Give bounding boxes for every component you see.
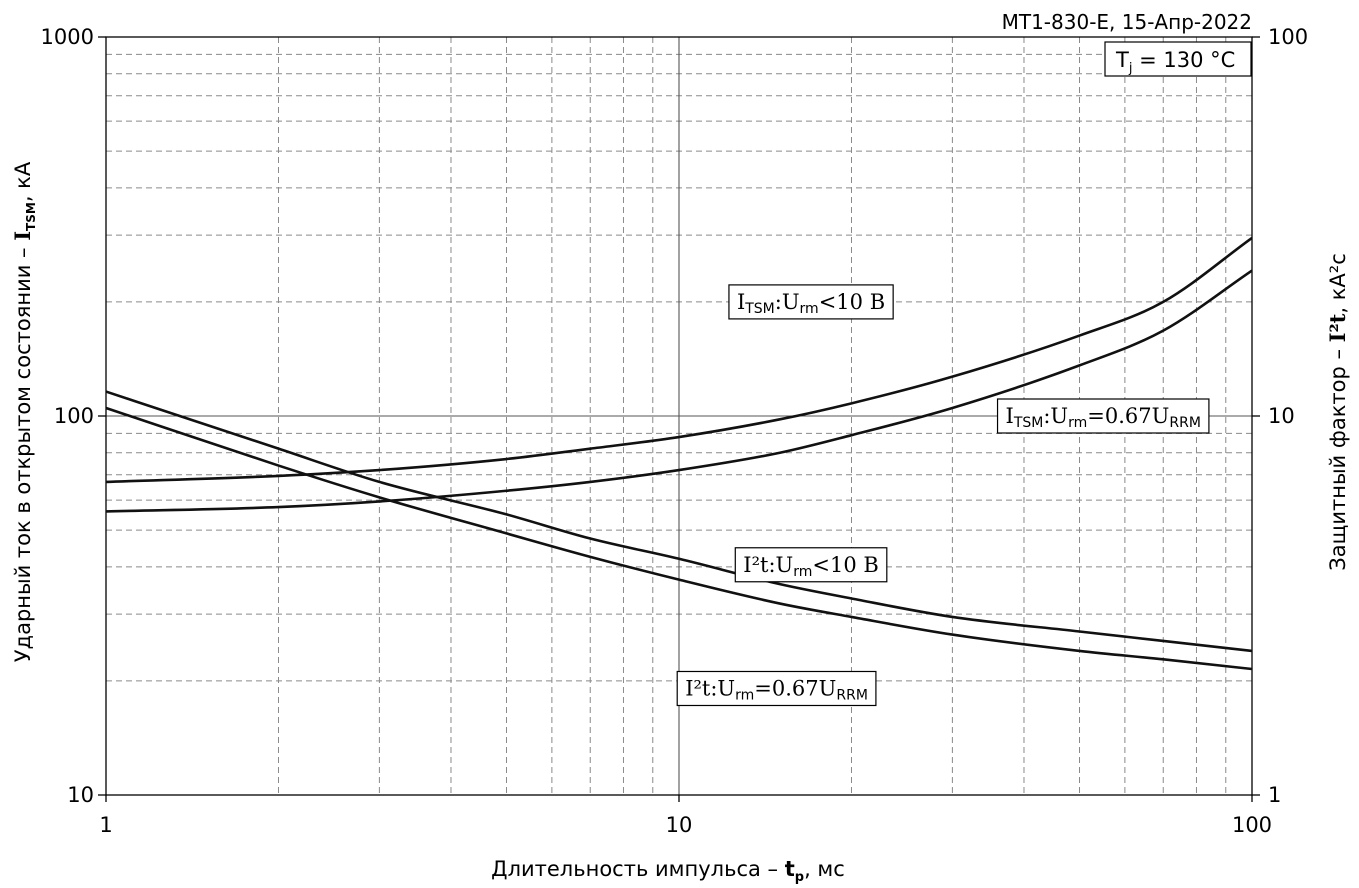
- series-label-3: I²t:Urm<10 В: [734, 547, 888, 583]
- series-line-4: [105, 406, 1253, 671]
- y-left-tick-label: 100: [54, 404, 94, 428]
- series-label-subscript: rm: [793, 564, 812, 580]
- series-line-1: [105, 236, 1253, 484]
- series-label-part: =0.67U: [1087, 404, 1169, 428]
- y-right-tick-label: 10: [1268, 404, 1295, 428]
- series-label-subscript: rm: [800, 301, 819, 317]
- x-axis-title-symbol-sub: p: [795, 870, 804, 885]
- series-label-subscript: RRM: [836, 687, 868, 703]
- series-label-box: [728, 284, 894, 320]
- y-left-axis-title: Ударный ток в открытом состоянии – ITSM,…: [10, 161, 38, 662]
- series-label-subscript: TSM: [744, 301, 775, 317]
- series-label-text: ITSM:Urm<10 В: [737, 290, 885, 317]
- series-label-1: ITSM:Urm<10 В: [728, 284, 894, 320]
- y-right-tick-label: 100: [1268, 25, 1308, 49]
- series-label-subscript: rm: [735, 687, 754, 703]
- series-label-subscript: TSM: [1013, 415, 1044, 431]
- x-axis-title-symbol: t: [785, 857, 795, 881]
- y-right-tick-label: 1: [1268, 783, 1281, 807]
- series-label-text: I²t:Urm<10 В: [743, 553, 879, 580]
- condition-box: Tj = 130 °C: [1104, 41, 1252, 77]
- y-left-tick-label: 10: [67, 783, 94, 807]
- series-labels: ITSM:Urm<10 ВITSM:Urm=0.67URRMI²t:Urm<10…: [676, 284, 1210, 707]
- series-label-part: I: [1006, 404, 1014, 428]
- x-tick-label: 10: [666, 813, 693, 837]
- series-label-box: [676, 670, 877, 707]
- condition-subscript: j: [1128, 61, 1133, 76]
- series-lines: [105, 236, 1253, 671]
- x-axis-title-suffix: , мс: [804, 857, 845, 881]
- series-label-part: I: [737, 290, 745, 314]
- x-tick-label: 1: [99, 813, 112, 837]
- series-label-part: :U: [768, 553, 793, 577]
- series-label-4: I²t:Urm=0.67URRM: [676, 670, 877, 707]
- series-label-part: :U: [1043, 404, 1068, 428]
- x-axis-title: Длительность импульса – tp, мс: [491, 857, 845, 885]
- series-label-text: I²t:Urm=0.67URRM: [685, 676, 868, 703]
- chart-header: МТ1-830-Е, 15-Апр-2022: [1002, 10, 1252, 34]
- series-label-part: =0.67U: [754, 676, 836, 700]
- x-axis-title-prefix: Длительность импульса –: [491, 857, 785, 881]
- series-label-text: ITSM:Urm=0.67URRM: [1006, 404, 1201, 431]
- tick-marks: [98, 36, 1260, 802]
- y-right-axis-title: Защитный фактор – I²t, кА²с: [1325, 253, 1350, 571]
- y-left-tick-label: 1000: [41, 25, 94, 49]
- y-left-axis-title-suffix: , кА: [11, 161, 35, 202]
- series-label-box: [734, 547, 888, 583]
- series-label-part: :U: [710, 676, 735, 700]
- y-right-axis-title-prefix: Защитный фактор –: [1326, 342, 1350, 570]
- y-left-axis-title-symbol-sub: TSM: [24, 202, 38, 231]
- series-label-subscript: rm: [1068, 415, 1087, 431]
- series-label-part: <10 В: [819, 290, 885, 314]
- series-label-part: <10 В: [812, 553, 878, 577]
- y-right-axis-title-symbol: I²t: [1325, 313, 1350, 342]
- series-label-subscript: RRM: [1169, 415, 1201, 431]
- series-line-2: [105, 269, 1253, 513]
- y-left-axis-title-prefix: Ударный ток в открытом состоянии –: [11, 241, 35, 662]
- series-label-part: I²t: [743, 553, 769, 577]
- condition-symbol: T: [1115, 48, 1129, 72]
- series-label-2: ITSM:Urm=0.67URRM: [996, 398, 1210, 434]
- condition-value: = 130 °C: [1132, 48, 1235, 72]
- series-label-box: [996, 398, 1210, 434]
- series-line-3: [105, 390, 1253, 653]
- y-right-axis-title-suffix: , кА²с: [1326, 253, 1350, 313]
- y-left-axis-title-symbol: I: [10, 231, 35, 241]
- svg-text:Tj = 130 °C: Tj = 130 °C: [1115, 48, 1235, 76]
- series-label-part: I²t: [685, 676, 711, 700]
- x-tick-label: 100: [1232, 813, 1272, 837]
- series-label-part: :U: [775, 290, 800, 314]
